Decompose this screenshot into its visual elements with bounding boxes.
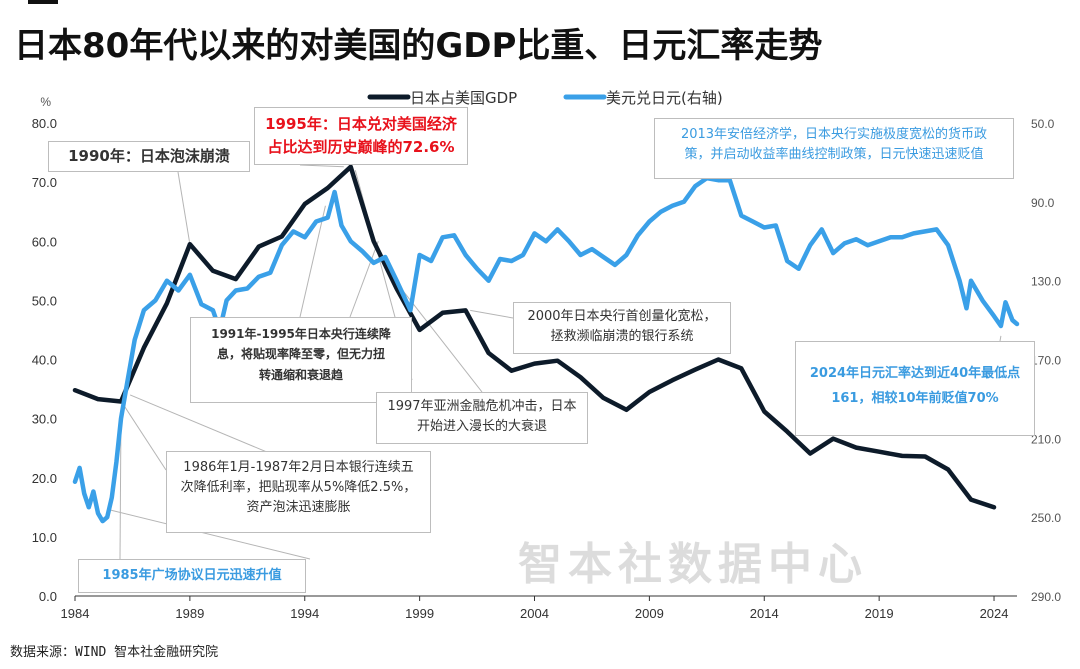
y-left-tick-label: 10.0	[32, 530, 57, 545]
annotation-leader-line	[107, 508, 311, 560]
annotation-leader-line	[349, 241, 379, 318]
annotation-2013: 2013年安倍经济学，日本央行实施极度宽松的货币政 策，并启动收益率曲线控制政策…	[654, 118, 1014, 179]
page-title: 日本80年代以来的对美国的GDP比重、日元汇率走势	[14, 26, 823, 66]
annotation-2024: 2024年日元汇率达到近40年最低点 161，相较10年前贬值70%	[795, 341, 1035, 436]
y-left-tick-label: 40.0	[32, 353, 57, 368]
y-left-tick-label: 0.0	[39, 589, 57, 604]
y-right-tick-label: 210.0	[1031, 432, 1061, 446]
y-left-tick-label: 70.0	[32, 175, 57, 190]
y-right-tick-label: 130.0	[1031, 275, 1061, 289]
x-tick-label: 1984	[61, 606, 90, 621]
annotation-leader-line	[120, 400, 167, 471]
y-right-tick-label: 170.0	[1031, 354, 1061, 368]
x-tick-label: 2024	[980, 606, 1009, 621]
y-right-tick-label: 50.0	[1031, 117, 1055, 131]
y-left-tick-label: 80.0	[32, 116, 57, 131]
annotation-1995-line2: 占比达到历史巅峰的72.6%	[267, 138, 455, 157]
annotation-leader-line	[119, 418, 122, 560]
annotation-1986-line2: 次降低利率，把贴现率从5%降低2.5%，	[180, 480, 417, 496]
chart-series	[72, 164, 1020, 524]
annotation-2024-line2: 161，相较10年前贬值70%	[831, 390, 999, 406]
legend-label-fx: 美元兑日元(右轴)	[606, 89, 723, 107]
annotation-1997: 1997年亚洲金融危机冲击，日本 开始进入漫长的大衰退	[376, 392, 588, 444]
annotation-1990: 1990年：日本泡沫崩溃	[48, 141, 250, 172]
annotation-leader-line	[999, 335, 1002, 342]
annotation-1991-line3: 转通缩和衰退趋	[258, 367, 343, 382]
annotation-1986-line1: 1986年1月-1987年2月日本银行连续五	[183, 460, 414, 475]
annotation-2024-line1: 2024年日元汇率达到近40年最低点	[809, 366, 1021, 381]
y-left-tick-label: 60.0	[32, 234, 57, 249]
x-tick-label: 1999	[405, 606, 434, 621]
annotation-leader-line	[299, 164, 344, 168]
y-left-tick-label: 20.0	[32, 471, 57, 486]
series-line-usdjpy	[72, 175, 1020, 524]
annotation-1991: 1991年-1995年日本央行连续降 息，将贴现率降至零，但无力扭 转通缩和衰退…	[190, 317, 412, 403]
legend-label-gdp: 日本占美国GDP	[410, 89, 517, 107]
annotation-1997-line1: 1997年亚洲金融危机冲击，日本	[387, 399, 577, 414]
annotation-2013-line2: 策，并启动收益率曲线控制政策，日元快速迅速贬值	[684, 147, 984, 163]
annotation-leader-line	[470, 309, 514, 319]
annotation-1986: 1986年1月-1987年2月日本银行连续五 次降低利率，把贴现率从5%降低2.…	[166, 451, 431, 533]
y-left-unit-label: %	[40, 95, 51, 109]
y-left-tick-label: 30.0	[32, 412, 57, 427]
y-right-tick-label: 290.0	[1031, 590, 1061, 604]
x-tick-label: 1989	[175, 606, 204, 621]
annotation-2000: 2000年日本央行首创量化宽松， 拯救濒临崩溃的银行系统	[513, 302, 731, 354]
annotation-2013-line1: 2013年安倍经济学，日本央行实施极度宽松的货币政	[680, 127, 988, 142]
annotation-1991-line1: 1991年-1995年日本央行连续降	[211, 327, 391, 341]
data-source: 数据来源：WIND 智本社金融研究院	[10, 645, 219, 660]
y-right-tick-label: 250.0	[1031, 511, 1061, 525]
annotation-1985-text: 1985年广场协议日元迅速升值	[102, 568, 282, 583]
annotation-1985: 1985年广场协议日元迅速升值	[78, 559, 306, 593]
x-tick-label: 2014	[750, 606, 779, 621]
watermark: 智本社数据中心	[518, 539, 868, 590]
annotation-1986-line3: 资产泡沫迅速膨胀	[246, 500, 351, 516]
title-accent-bar	[28, 0, 58, 4]
x-tick-label: 2019	[865, 606, 894, 621]
annotation-leader-line	[299, 205, 326, 318]
y-right-tick-label: 90.0	[1031, 196, 1055, 210]
annotation-1995: 1995年：日本兑对美国经济 占比达到历史巅峰的72.6%	[254, 107, 468, 165]
chart-axes: 0.0 10.0 20.0 30.0 40.0 50.0 60.0 70.0 80.0% 50.0…	[32, 95, 1062, 621]
annotation-1991-line2: 息，将贴现率降至零，但无力扭	[216, 347, 385, 362]
annotation-leader-line	[177, 171, 191, 245]
x-tick-label: 2004	[520, 606, 549, 621]
x-tick-label: 1994	[290, 606, 319, 621]
annotation-1995-line1: 1995年：日本兑对美国经济	[265, 115, 457, 133]
annotation-2000-line2: 拯救濒临崩溃的银行系统	[550, 329, 694, 345]
chart-legend: 日本占美国GDP 美元兑日元(右轴)	[367, 89, 723, 107]
annotation-2000-line1: 2000年日本央行首创量化宽松，	[527, 309, 717, 324]
annotation-1990-text: 1990年：日本泡沫崩溃	[68, 147, 230, 165]
series-line-gdp-share	[72, 164, 997, 510]
y-left-tick-label: 50.0	[32, 293, 57, 308]
annotation-1997-line2: 开始进入漫长的大衰退	[416, 419, 547, 435]
x-tick-label: 2009	[635, 606, 664, 621]
